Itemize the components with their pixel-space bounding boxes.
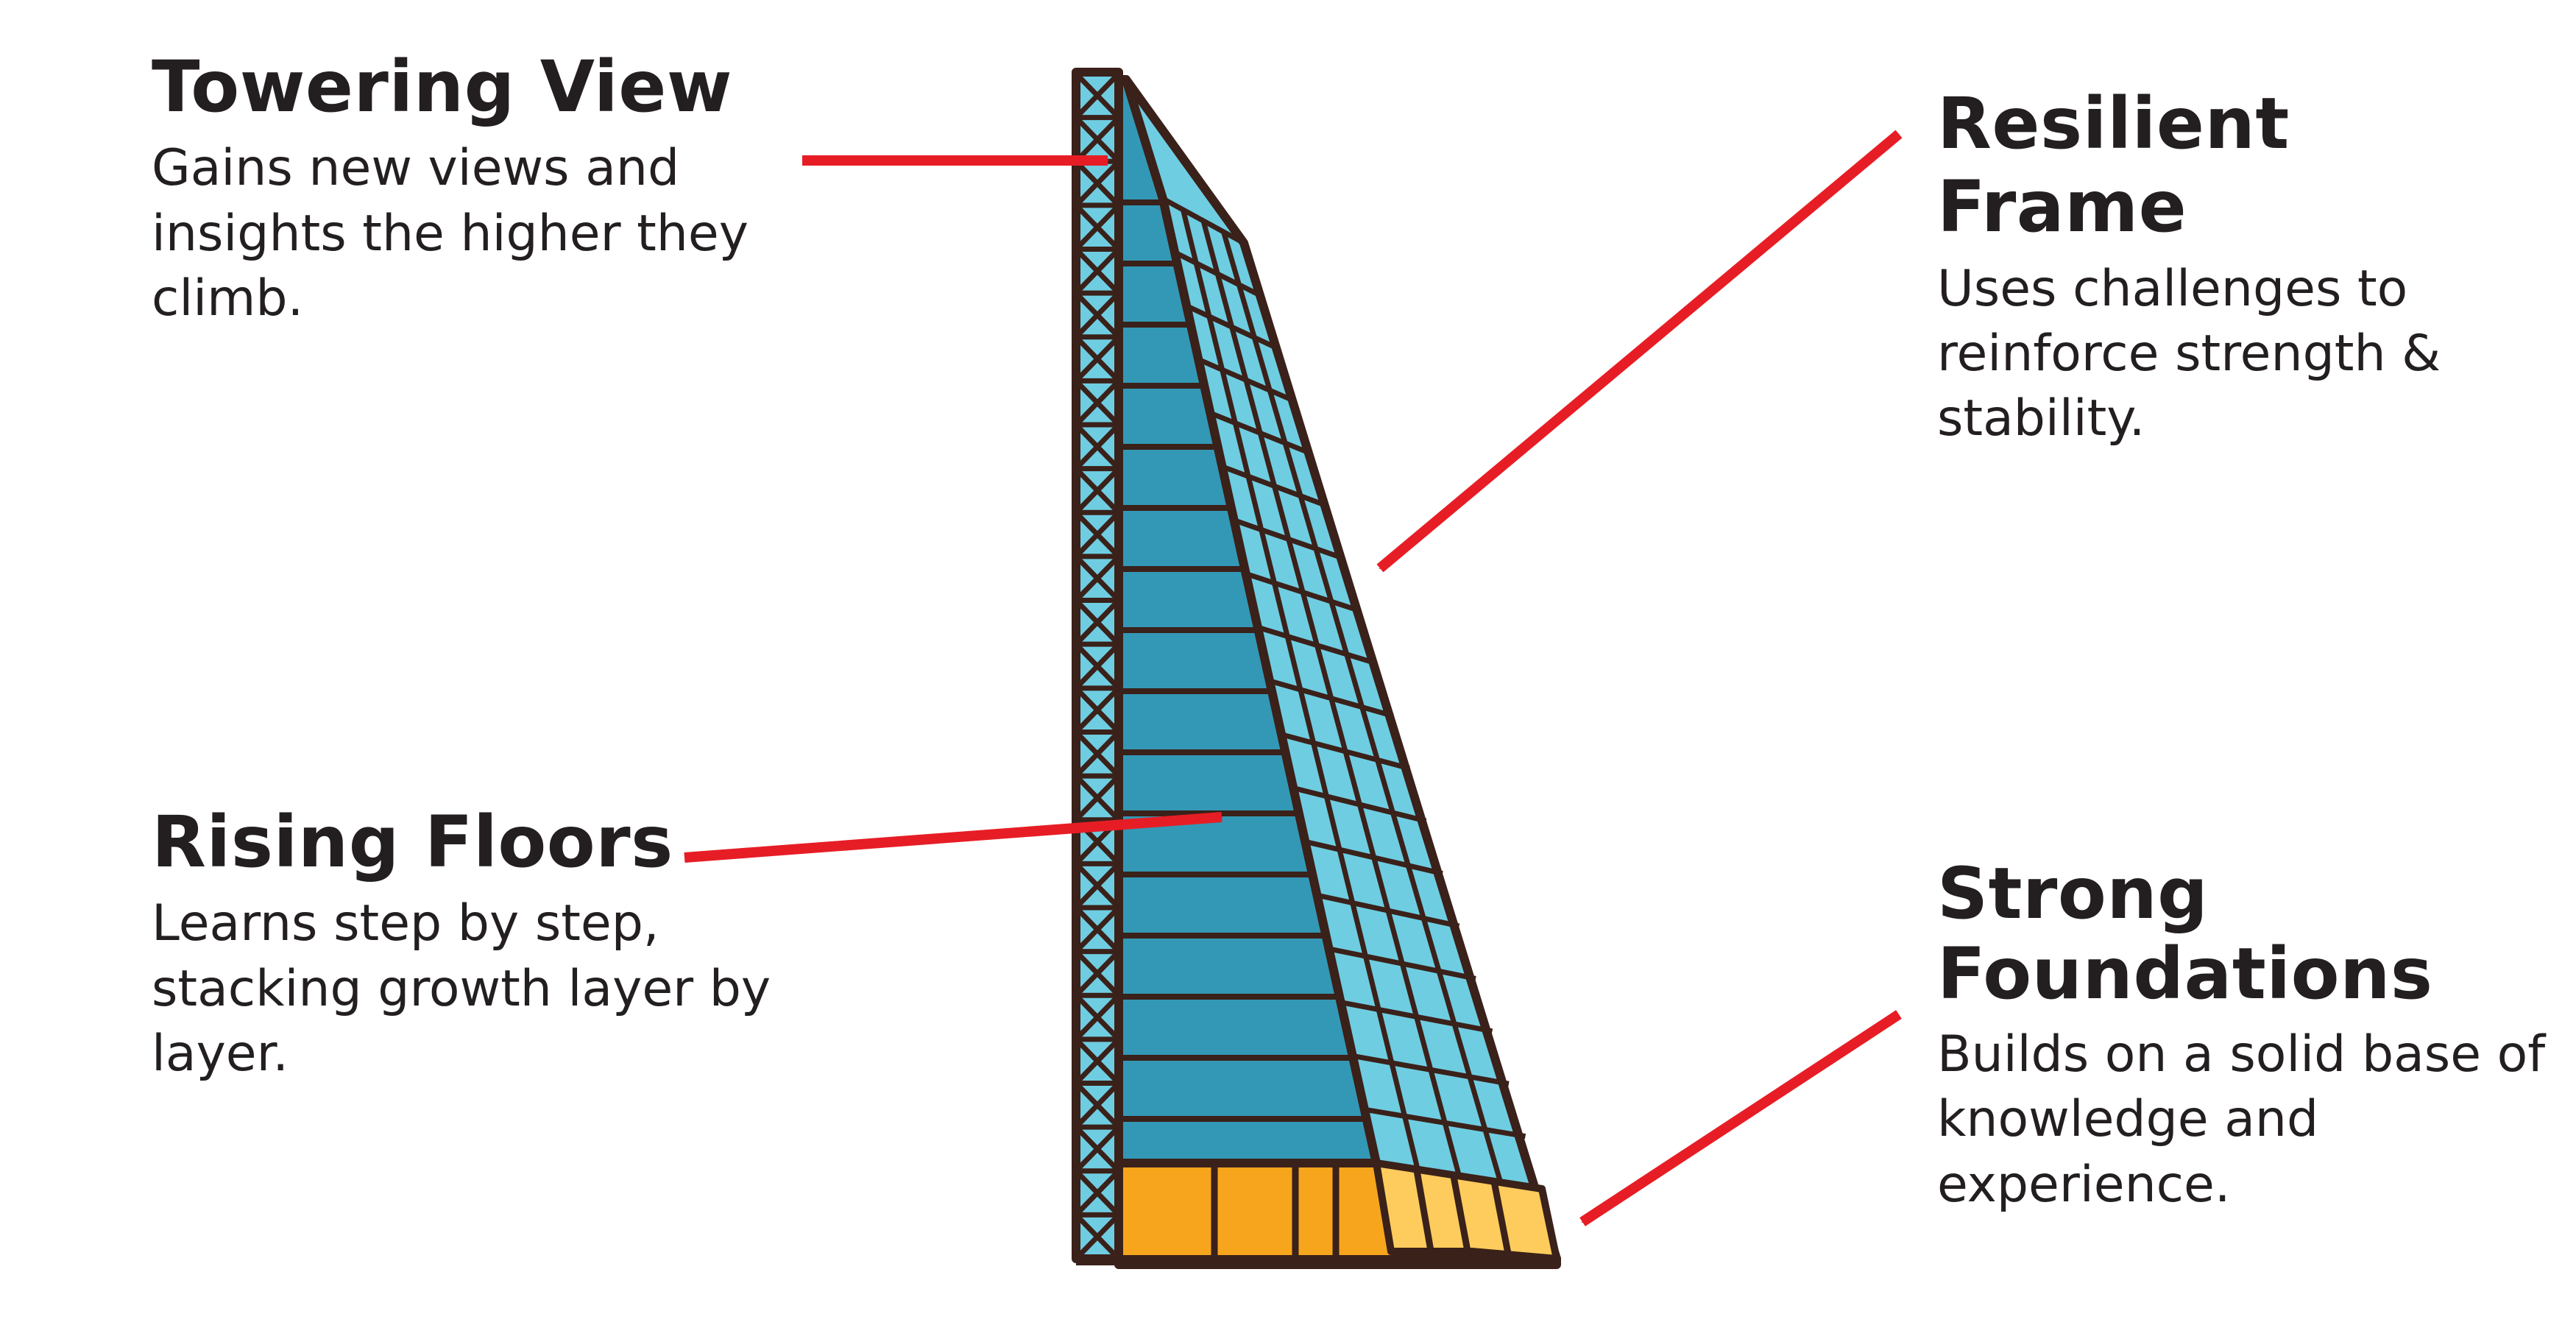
arrow-resilient-frame [1376, 130, 1903, 573]
callout-resilient-frame: Resilient Frame Uses challenges to reinf… [1937, 82, 2555, 452]
callout-text: Gains new views and insights the higher … [152, 139, 749, 328]
callout-text: Builds on a solid base of knowledge and … [1937, 1025, 2546, 1214]
callout-title: Resilient Frame [1937, 82, 2290, 249]
callout-rising-floors: Rising Floors Learns step by step, stack… [152, 801, 814, 1086]
callout-towering-view: Towering View Gains new views and insigh… [152, 46, 814, 331]
callout-title: Rising Floors [152, 801, 673, 883]
callout-text: Learns step by step, stacking growth lay… [152, 894, 771, 1084]
arrow-rising-floors [684, 812, 1223, 863]
skyscraper-icon [1072, 68, 1561, 1269]
callout-strong-foundations: Strong Foundations Builds on a solid bas… [1937, 852, 2570, 1218]
callout-title: Strong Foundations [1937, 852, 2433, 1016]
callout-title: Towering View [152, 46, 733, 128]
arrow-strong-foundations [1579, 1010, 1902, 1226]
callout-text: Uses challenges to reinforce strength & … [1937, 259, 2441, 448]
